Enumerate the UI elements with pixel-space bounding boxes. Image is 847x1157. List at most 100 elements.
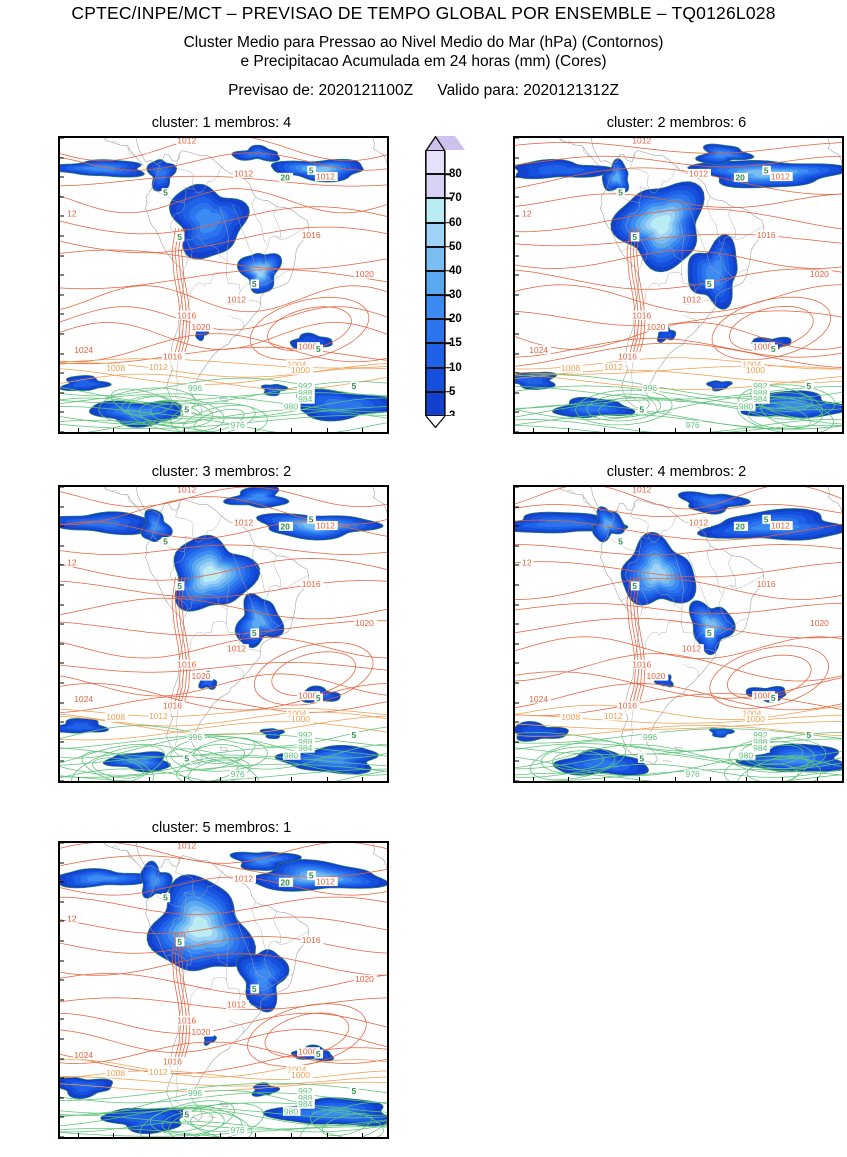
y-axis-tick-mark	[515, 333, 519, 335]
svg-text:5: 5	[639, 404, 644, 414]
map-panel-cluster-5[interactable]: cluster: 5 membros: 1 1012 1012 1012 12 1016 1…	[58, 820, 389, 1139]
svg-text:988: 988	[753, 737, 767, 747]
valid-for: Valido para: 2020121312Z	[437, 82, 619, 99]
colorbar-label-10: 10	[449, 361, 462, 374]
colorbar-label-30: 30	[449, 289, 462, 302]
colorbar-label-70: 70	[449, 192, 462, 205]
svg-text:1012: 1012	[149, 711, 168, 721]
x-axis-tick-mark	[362, 428, 364, 432]
x-axis-tick-mark	[77, 1133, 79, 1137]
svg-text:1016: 1016	[163, 1056, 182, 1066]
colorbar-label-15: 15	[449, 337, 462, 350]
colorbar-cell-80	[425, 150, 445, 175]
map-panel-cluster-4[interactable]: cluster: 4 membros: 2 1012 1012 1012 12 1016 1…	[513, 464, 844, 783]
svg-text:1024: 1024	[74, 1050, 93, 1060]
x-axis-tick-mark	[532, 777, 534, 781]
svg-text:976: 976	[231, 1125, 245, 1135]
svg-text:1012: 1012	[682, 644, 701, 654]
colorbar-label-80: 80	[449, 168, 462, 181]
svg-text:992: 992	[298, 1086, 312, 1096]
svg-text:1012: 1012	[234, 168, 253, 178]
svg-text:1024: 1024	[529, 345, 548, 355]
svg-text:1016: 1016	[618, 351, 637, 361]
map-panel-cluster-2[interactable]: cluster: 2 membros: 6 1012 1012 1012 12 1016 1…	[513, 115, 844, 434]
svg-text:1004: 1004	[287, 359, 306, 369]
y-axis-tick-mark	[515, 392, 519, 394]
svg-text:1004: 1004	[742, 359, 761, 369]
svg-text:992: 992	[753, 381, 767, 391]
x-axis-tick-mark	[184, 428, 186, 432]
y-axis-tick-mark	[515, 721, 519, 723]
x-axis-tick-mark	[568, 777, 570, 781]
svg-text:5: 5	[707, 279, 712, 289]
svg-text:1012: 1012	[227, 1000, 246, 1010]
svg-text:5: 5	[351, 381, 356, 391]
colorbar-label-50: 50	[449, 240, 462, 253]
svg-text:5: 5	[252, 279, 257, 289]
colorbar-cell-70	[425, 174, 445, 199]
y-axis-tick-mark	[515, 487, 519, 488]
svg-text:5: 5	[163, 893, 168, 903]
svg-text:1008: 1008	[753, 691, 772, 701]
map-panel-cluster-1[interactable]: cluster: 1 membros: 4 1012 1012 1012 12 1016 1…	[58, 115, 389, 434]
plot-area-cluster-1[interactable]: 1012 1012 1012 12 1016 1020 1012 1016 1020 1024 10…	[58, 136, 389, 434]
subtitle-line-1: Cluster Medio para Pressao ao Nivel Medi…	[183, 34, 664, 51]
y-axis-tick-mark	[60, 623, 64, 625]
panel-title-cluster-5: cluster: 5 membros: 1	[151, 820, 292, 836]
svg-text:5: 5	[163, 188, 168, 198]
svg-text:5: 5	[771, 693, 776, 703]
y-axis-tick-mark	[60, 940, 64, 942]
coastline-cluster-4	[522, 487, 842, 766]
svg-text:5: 5	[177, 937, 182, 947]
svg-text:5: 5	[764, 514, 769, 524]
svg-text:5: 5	[316, 1049, 321, 1059]
svg-text:5: 5	[163, 537, 168, 547]
map-panel-cluster-3[interactable]: cluster: 3 membros: 2 1012 1012 1012 12 1016 1…	[58, 464, 389, 783]
x-axis-tick-mark	[674, 777, 676, 781]
svg-text:1000: 1000	[291, 1070, 310, 1080]
svg-text:12: 12	[67, 913, 77, 923]
plot-area-cluster-4[interactable]: 1012 1012 1012 12 1016 1020 1012 1016 1020 1024 10…	[513, 485, 844, 783]
x-axis-tick-mark	[568, 428, 570, 432]
plot-area-cluster-2[interactable]: 1012 1012 1012 12 1016 1020 1012 1016 1020 1024 10…	[513, 136, 844, 434]
y-axis-tick-mark	[515, 372, 519, 374]
svg-text:1020: 1020	[810, 618, 829, 628]
x-axis-tick-mark	[184, 1133, 186, 1137]
svg-text:20: 20	[280, 877, 290, 887]
y-axis-tick-mark	[60, 411, 64, 413]
svg-text:12: 12	[522, 208, 532, 218]
y-axis-tick-mark	[60, 843, 64, 844]
coastline-cluster-2	[522, 138, 842, 417]
plot-area-cluster-5[interactable]: 1012 1012 1012 12 1016 1020 1012 1016 1020 1024 10…	[58, 841, 389, 1139]
svg-text:1020: 1020	[647, 671, 666, 681]
colorbar-cell-30	[425, 270, 445, 296]
svg-text:976: 976	[686, 420, 700, 430]
plot-area-cluster-3[interactable]: 1012 1012 1012 12 1016 1020 1012 1016 1020 1024 10…	[58, 485, 389, 783]
svg-text:20: 20	[735, 521, 745, 531]
x-axis-tick-mark	[817, 777, 819, 781]
svg-text:1020: 1020	[810, 269, 829, 279]
y-axis-tick-mark	[60, 721, 64, 723]
colorbar-cell-40	[425, 246, 445, 271]
svg-text:1016: 1016	[302, 230, 321, 240]
svg-text:996: 996	[188, 732, 202, 742]
y-axis-tick-mark	[60, 682, 64, 684]
svg-text:1000: 1000	[291, 365, 310, 375]
svg-text:1012: 1012	[682, 295, 701, 305]
svg-text:980: 980	[739, 750, 753, 760]
svg-text:5: 5	[316, 344, 321, 354]
svg-text:1012: 1012	[771, 172, 790, 182]
y-axis-tick-mark	[60, 1038, 64, 1040]
colorbar-tick	[445, 342, 451, 345]
x-axis-tick-mark	[532, 428, 534, 432]
colorbar-tick	[445, 294, 451, 296]
svg-text:5: 5	[771, 344, 776, 354]
svg-text:1012: 1012	[604, 711, 623, 721]
y-axis-tick-mark	[515, 780, 519, 781]
x-axis-tick-mark	[639, 428, 641, 432]
colorbar-tick	[445, 366, 451, 369]
svg-text:5: 5	[351, 1086, 356, 1096]
y-axis-tick-mark	[515, 682, 519, 684]
svg-text:988: 988	[298, 388, 312, 398]
x-axis-tick-mark	[326, 428, 328, 432]
